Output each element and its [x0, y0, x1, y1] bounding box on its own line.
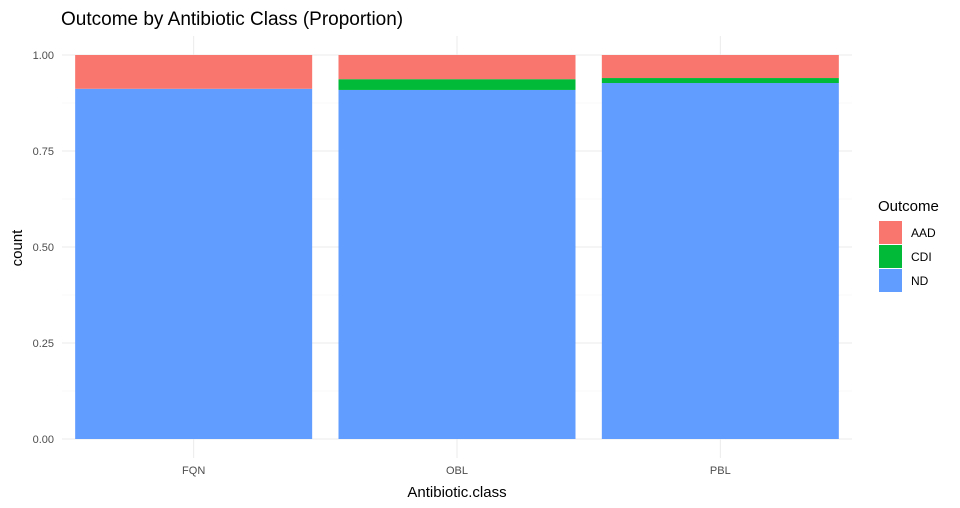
- legend-title: Outcome: [878, 198, 939, 215]
- legend-label-aad: AAD: [911, 226, 936, 240]
- bar-obl-cdi: [338, 79, 576, 90]
- x-tick-label: FQN: [182, 465, 205, 477]
- legend-swatch-nd: [879, 269, 902, 292]
- y-axis-ticks: 0.00 0.25 0.50 0.75 1.00: [33, 50, 54, 446]
- legend-label-cdi: CDI: [911, 250, 932, 264]
- chart-title: Outcome by Antibiotic Class (Proportion): [61, 9, 403, 30]
- legend-swatch-cdi: [879, 245, 902, 268]
- bars-group: [75, 55, 839, 440]
- legend-label-nd: ND: [911, 274, 929, 288]
- y-tick-label: 0.00: [33, 434, 54, 446]
- x-tick-label: PBL: [710, 465, 731, 477]
- x-axis-ticks: FQN OBL PBL: [182, 465, 731, 477]
- bar-pbl-cdi: [601, 78, 839, 84]
- bar-obl-nd: [338, 89, 576, 439]
- bar-fqn-nd: [75, 88, 313, 440]
- y-tick-label: 0.50: [33, 242, 54, 254]
- y-tick-label: 0.25: [33, 338, 54, 350]
- bar-pbl-aad: [601, 55, 839, 79]
- x-tick-label: OBL: [446, 465, 468, 477]
- bar-obl-aad: [338, 55, 576, 80]
- bar-fqn-aad: [75, 55, 313, 89]
- legend-swatch-aad: [879, 221, 902, 244]
- x-axis-title: Antibiotic.class: [407, 484, 506, 501]
- bar-pbl-nd: [601, 83, 839, 440]
- y-tick-label: 0.75: [33, 146, 54, 158]
- y-axis-title: count: [9, 229, 26, 267]
- legend: Outcome AAD CDI ND: [878, 198, 939, 292]
- y-tick-label: 1.00: [33, 50, 54, 62]
